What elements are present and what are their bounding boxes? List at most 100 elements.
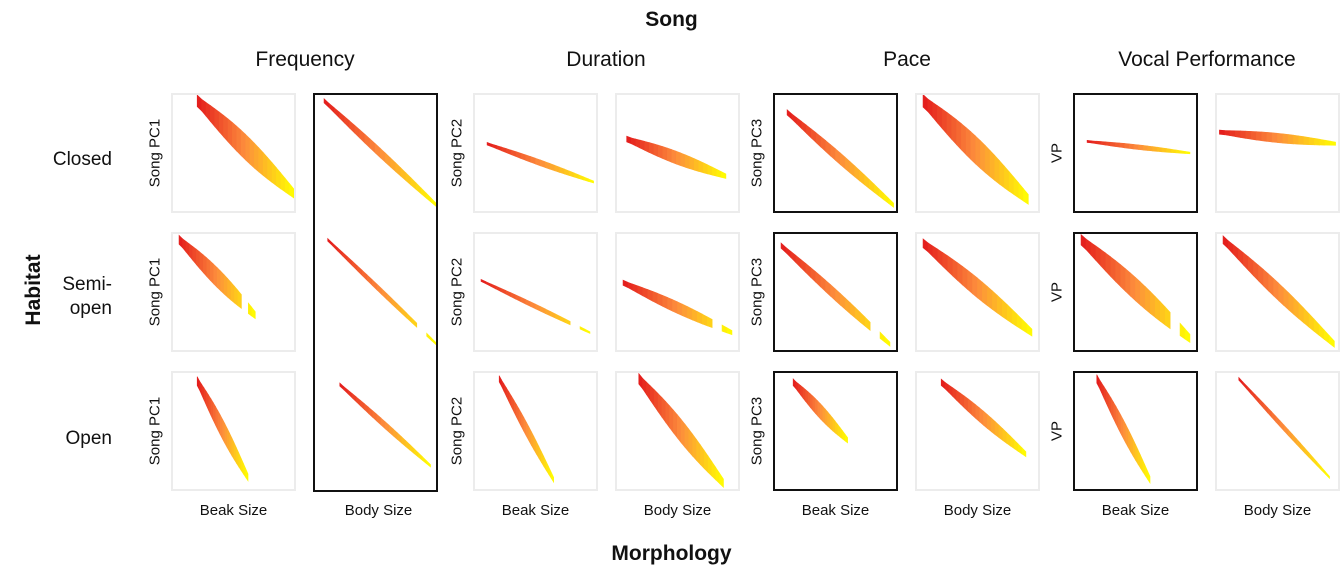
chart-title: Song — [645, 8, 698, 31]
response-surface — [327, 237, 437, 346]
surface-cell — [224, 423, 228, 448]
surface-cell — [820, 136, 827, 153]
surface-cell — [971, 401, 977, 420]
response-surface — [323, 98, 437, 208]
response-surface — [178, 234, 256, 320]
surface-cell — [825, 408, 829, 427]
panel-vocal-performance-body-size-semi-open — [1215, 232, 1340, 352]
surface-cell — [834, 420, 839, 436]
surface-cell — [689, 156, 695, 171]
panel-vocal-performance-beak-size-open — [1073, 371, 1198, 491]
surface-cell — [671, 149, 677, 165]
surface-cell — [807, 391, 811, 409]
surface-cell — [786, 109, 793, 120]
surface-cell — [554, 164, 560, 173]
surface-cell — [426, 459, 431, 468]
surface-cell — [990, 417, 996, 436]
surface-cell — [536, 441, 540, 460]
surface-cell — [669, 405, 674, 434]
surface-cell — [578, 174, 585, 181]
surface-cell — [178, 234, 183, 249]
surface-cell — [825, 279, 831, 297]
surface-cell — [276, 166, 282, 190]
surface-cell — [1314, 138, 1321, 146]
surface-cell — [642, 377, 647, 396]
surface-cell — [548, 466, 552, 480]
surface-cell — [203, 254, 208, 278]
surface-cell — [1086, 140, 1093, 144]
surface-cell — [944, 381, 950, 394]
surface-cell — [835, 288, 841, 306]
surface-cell — [236, 447, 240, 468]
surface-cell — [806, 124, 812, 139]
surface-cell — [1016, 313, 1023, 331]
surface-cell — [1105, 252, 1112, 278]
surface-cell — [1304, 447, 1310, 458]
response-surface — [480, 278, 591, 334]
surface-cell — [525, 299, 531, 307]
surface-cell — [1123, 419, 1127, 444]
surface-cell — [1098, 378, 1102, 394]
surface-cell — [975, 135, 981, 170]
surface-cell — [962, 265, 968, 291]
surface-cell — [1127, 429, 1131, 453]
surface-cell — [251, 306, 256, 320]
surface-cell — [638, 373, 643, 390]
y-tick-label-vocal-performance: VP — [1048, 142, 1066, 164]
surface-cell — [832, 417, 836, 434]
surface-cell — [698, 160, 704, 174]
response-surface — [792, 378, 848, 444]
surface-cell — [661, 396, 667, 424]
response-surface — [940, 378, 1027, 458]
surface-cell — [840, 152, 846, 170]
surface-cell — [540, 451, 545, 468]
surface-cell — [518, 407, 522, 427]
panel-pace-body-size-closed — [915, 93, 1040, 213]
surface-cell — [652, 291, 659, 305]
surface-cell — [1282, 133, 1289, 144]
surface-cell — [485, 281, 492, 287]
surface-cell — [223, 273, 228, 298]
surface-cell — [800, 258, 807, 274]
surface-cell — [1133, 144, 1139, 150]
surface-cell — [677, 301, 683, 317]
surface-cell — [675, 150, 682, 167]
surface-cell — [240, 129, 246, 161]
surface-cell — [716, 168, 722, 178]
surface-cell — [1329, 334, 1335, 348]
group-label-frequency: Frequency — [255, 48, 355, 71]
surface-cell — [220, 270, 225, 295]
surface-cell — [501, 146, 507, 154]
surface-cell — [956, 389, 961, 405]
surface-cell — [815, 132, 822, 148]
frequency-body-size-highlight-frame — [313, 93, 438, 492]
surface-cell — [701, 313, 708, 327]
surface-cell — [1267, 406, 1273, 419]
surface-cell — [1277, 132, 1284, 144]
surface-cell — [1096, 374, 1100, 388]
y-tick-label-duration: Song PC2 — [448, 396, 466, 466]
response-surface — [196, 376, 249, 482]
panel-frequency-beak-size-semi-open — [171, 232, 296, 352]
surface-cell — [515, 151, 522, 159]
surface-cell — [1293, 134, 1299, 145]
surface-cell — [672, 299, 678, 314]
surface-cell — [837, 423, 841, 438]
surface-cell — [1124, 143, 1130, 149]
surface-cell — [1108, 393, 1112, 415]
surface-cell — [192, 245, 197, 266]
surface-cell — [802, 386, 806, 403]
surface-cell — [844, 433, 848, 444]
surface-cell — [884, 336, 891, 347]
x-tick-label-beak-size: Beak Size — [501, 502, 570, 519]
surface-cell — [696, 438, 701, 466]
y-tick-label-frequency: Song PC1 — [146, 257, 164, 327]
surface-cell — [849, 160, 856, 178]
surface-cell — [1152, 146, 1158, 152]
surface-cell — [967, 269, 973, 295]
surface-cell — [1132, 439, 1136, 462]
surface-cell — [1161, 147, 1167, 153]
surface-cell — [1293, 297, 1300, 320]
surface-cell — [555, 313, 561, 321]
surface-cell — [284, 177, 290, 196]
